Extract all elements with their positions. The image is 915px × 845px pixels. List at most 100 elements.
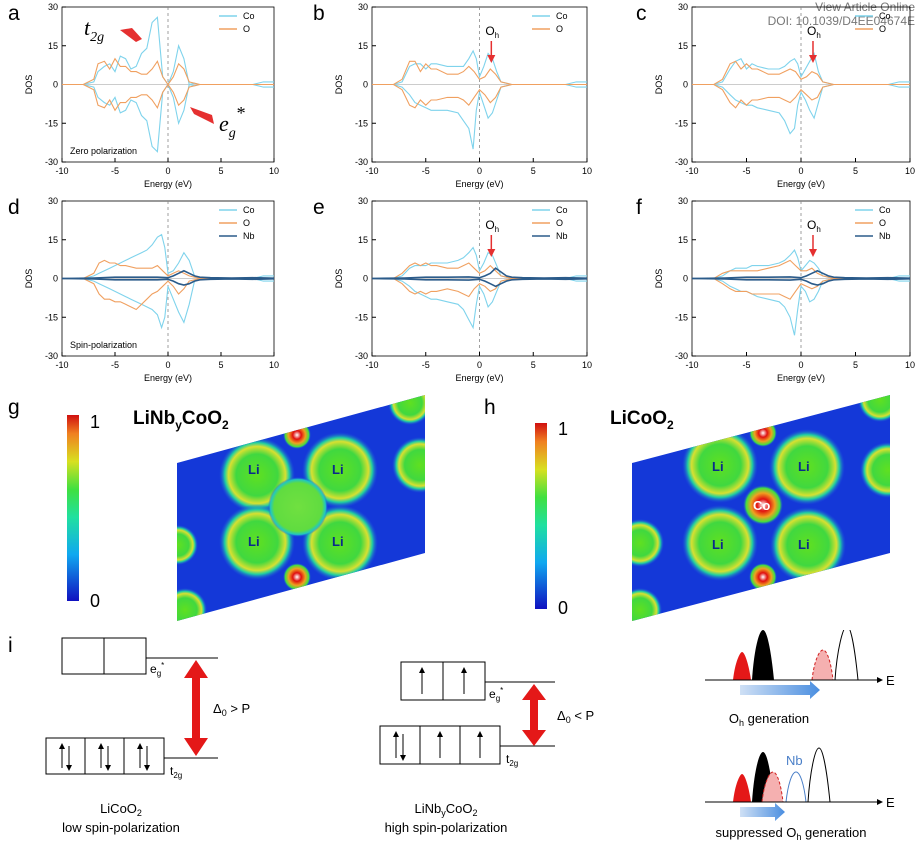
y-tick-label: -15	[45, 312, 58, 322]
x-tick-label: 0	[477, 166, 482, 176]
legend-label: Co	[243, 205, 255, 215]
colorbar-h	[535, 423, 547, 609]
y-axis-label: DOS	[24, 269, 34, 289]
linbycoo2-eg-label: eg*	[489, 686, 503, 703]
series-o-dn	[62, 277, 274, 311]
dos-panel-f: -10 -5 0 5 10 30 15 0 -15 -30 Energy (eV) DOS Co O Nb O…	[654, 196, 915, 383]
colorbar-g-min: 0	[90, 591, 100, 611]
x-tick-label: 0	[477, 360, 482, 370]
linbycoo2-delta-arrow	[522, 684, 546, 746]
nb-peak-label: Nb	[786, 753, 803, 768]
linbycoo2-delta-label: Δ0 < P	[557, 708, 594, 725]
schematic-licoo2: eg* t2g Δ0 > P LiCoO2 low spin-polarizat…	[45, 637, 250, 835]
y-tick-label: -30	[675, 351, 688, 361]
series-o-dn	[372, 277, 587, 298]
series-nb-dn	[61, 277, 275, 286]
linbycoo2-spin-arrows	[393, 667, 483, 761]
map-h-title: LiCoO2	[610, 408, 674, 432]
series-o-dn	[62, 83, 274, 112]
map-g-atom-1: Li	[248, 462, 260, 477]
panel-letter-b: b	[313, 2, 325, 25]
oh-label: Oh	[485, 24, 499, 40]
y-tick-label: -30	[45, 351, 58, 361]
x-tick-label: 5	[218, 166, 223, 176]
x-tick-label: -5	[422, 166, 430, 176]
dos-panel-a: -10 -5 0 5 10 30 15 0 -15 -30 Energy (eV) DOS Co O Zer…	[24, 2, 279, 189]
series-o-dn	[692, 277, 910, 300]
x-tick-label: -5	[111, 166, 119, 176]
watermark-line2: DOI: 10.1039/D4EE04674E	[767, 14, 915, 28]
map-h-atom-2: Li	[798, 459, 810, 474]
x-tick-label: 5	[853, 360, 858, 370]
y-axis-label: DOS	[334, 75, 344, 95]
x-tick-label: -5	[742, 166, 750, 176]
legend-label: O	[243, 218, 250, 228]
x-tick-label: 10	[582, 166, 592, 176]
legend-label: O	[556, 24, 563, 34]
x-axis-label: Energy (eV)	[144, 179, 192, 189]
panel-letter-d: d	[8, 196, 20, 219]
energy-scheme-bottom: Nb E suppressed Oh generation	[705, 747, 895, 842]
dos-panel-e: -10 -5 0 5 10 30 15 0 -15 -30 Energy (eV) DOS Co O Nb O…	[334, 196, 592, 383]
map-h-atom-4: Li	[798, 537, 810, 552]
colorbar-g-max: 1	[90, 412, 100, 432]
x-tick-label: -10	[365, 360, 378, 370]
shift-arrow-bottom	[740, 803, 785, 821]
x-axis-label: Energy (eV)	[455, 373, 503, 383]
y-tick-label: 30	[678, 196, 688, 206]
x-tick-label: 10	[905, 360, 915, 370]
eg-arrow	[190, 107, 214, 124]
map-g-atom-3: Li	[248, 534, 260, 549]
y-axis-label: DOS	[334, 269, 344, 289]
x-tick-label: -5	[111, 360, 119, 370]
schematic-linbycoo2: eg* t2g Δ0 < P LiNbyCoO2 high spin-polar…	[379, 661, 594, 835]
licoo2-caption: LiCoO2	[100, 801, 142, 818]
legend-label: Co	[243, 11, 255, 21]
licoo2-caption-line2: low spin-polarization	[62, 820, 180, 835]
legend-label: Nb	[243, 231, 255, 241]
series-o-dn	[692, 83, 910, 109]
dos-panel-d: -10 -5 0 5 10 30 15 0 -15 -30 Energy (eV) DOS Co O Nb S…	[24, 196, 279, 383]
y-tick-label: 30	[358, 196, 368, 206]
series-co-dn	[692, 277, 910, 336]
map-h-atom-co: Co	[753, 498, 770, 513]
shift-arrow-top	[740, 681, 820, 699]
y-tick-label: 0	[53, 274, 58, 284]
energy-scheme-top: E Oh generation	[705, 630, 895, 728]
y-tick-label: -15	[675, 312, 688, 322]
y-tick-label: -30	[675, 157, 688, 167]
map-h	[632, 395, 890, 621]
map-g	[177, 395, 425, 621]
x-tick-label: 0	[165, 360, 170, 370]
energy-axis-label-top: E	[886, 673, 895, 688]
linbycoo2-caption: LiNbyCoO2	[415, 801, 478, 818]
oh-label: Oh	[807, 218, 821, 234]
map-g-title: LiNbyCoO2	[133, 408, 229, 432]
map-g-atom-4: Li	[332, 534, 344, 549]
y-tick-label: -15	[355, 312, 368, 322]
y-tick-label: -15	[355, 118, 368, 128]
x-tick-label: -10	[55, 360, 68, 370]
series-nb-dn	[371, 277, 588, 288]
oh-arrow-head	[487, 55, 496, 63]
map-h-atom-3: Li	[712, 537, 724, 552]
legend-label: O	[879, 24, 886, 34]
x-tick-label: 5	[218, 360, 223, 370]
y-tick-label: 0	[53, 80, 58, 90]
panel-letter-c: c	[636, 2, 647, 25]
legend-label: Nb	[556, 231, 568, 241]
x-tick-label: -10	[685, 360, 698, 370]
licoo2-t2g-label: t2g	[170, 764, 182, 780]
legend-label: O	[243, 24, 250, 34]
series-nb-up	[691, 269, 911, 280]
y-tick-label: 30	[358, 2, 368, 12]
oh-arrow-head	[808, 55, 817, 63]
dos-panel-b: -10 -5 0 5 10 30 15 0 -15 -30 Energy (eV) DOS Co O Oh	[334, 2, 592, 189]
x-tick-label: 5	[531, 360, 536, 370]
map-g-atom-2: Li	[332, 462, 344, 477]
dos-panel-c: -10 -5 0 5 10 30 15 0 -15 -30 Energy (eV) DOS Co O Oh	[654, 2, 915, 189]
oh-label: Oh	[485, 218, 499, 234]
y-axis-label: DOS	[24, 75, 34, 95]
legend-label: Co	[556, 205, 568, 215]
panel-letter-f: f	[636, 196, 642, 219]
